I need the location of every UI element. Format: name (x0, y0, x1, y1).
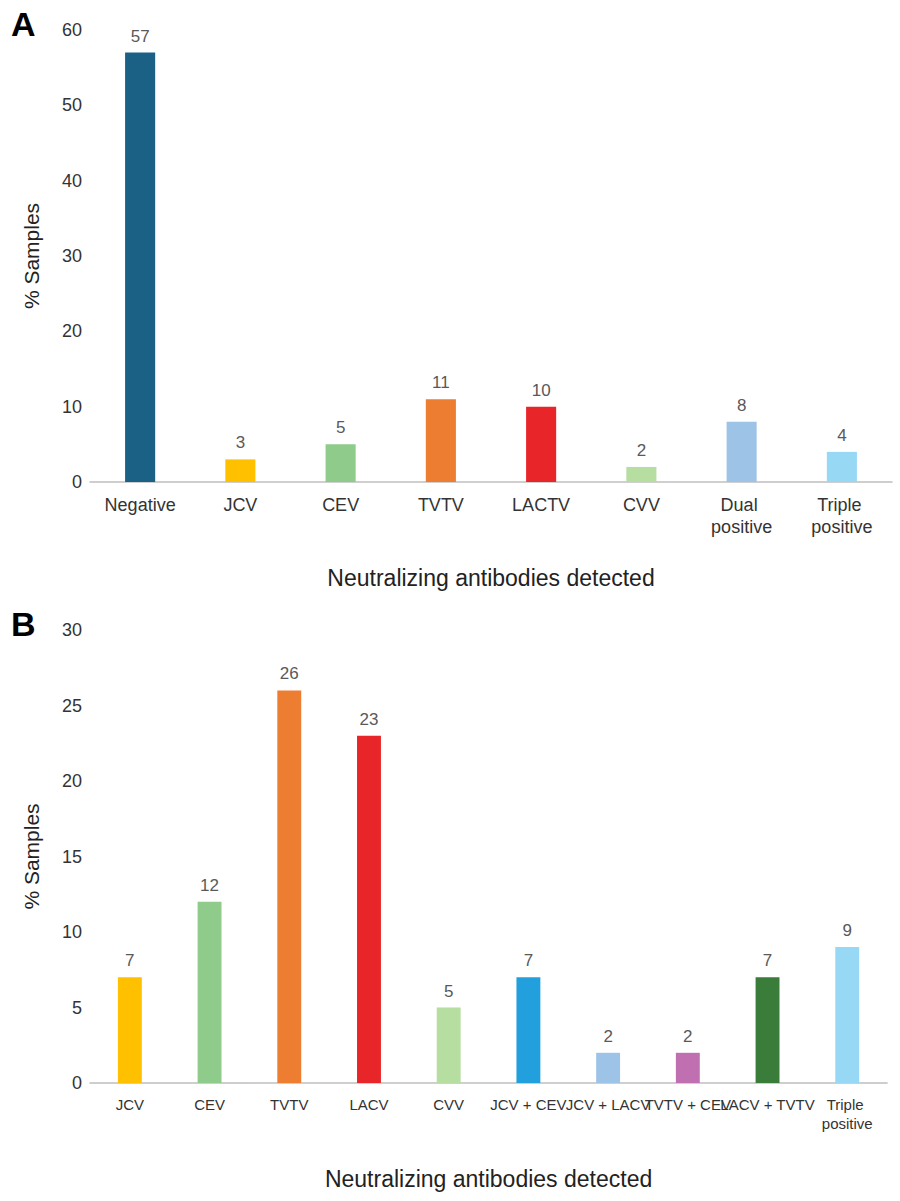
svg-text:positive: positive (811, 517, 872, 537)
svg-text:JCV: JCV (223, 495, 257, 515)
svg-text:positive: positive (822, 1115, 873, 1132)
svg-text:Neutralizing antibodies detect: Neutralizing antibodies detected (327, 565, 654, 591)
svg-text:2: 2 (603, 1027, 612, 1046)
svg-text:% Samples: % Samples (20, 203, 43, 309)
svg-text:57: 57 (131, 27, 150, 46)
svg-text:60: 60 (62, 20, 82, 40)
svg-text:CVV: CVV (623, 495, 660, 515)
svg-text:7: 7 (763, 951, 772, 970)
svg-text:26: 26 (280, 664, 299, 683)
svg-text:3: 3 (236, 433, 245, 452)
svg-text:7: 7 (524, 951, 533, 970)
svg-text:Negative: Negative (105, 495, 176, 515)
svg-text:20: 20 (62, 771, 82, 791)
svg-text:0: 0 (72, 472, 82, 492)
svg-text:0: 0 (72, 1073, 82, 1093)
svg-text:30: 30 (62, 246, 82, 266)
svg-text:JCV + LACV: JCV + LACV (566, 1096, 651, 1113)
svg-text:CEV: CEV (322, 495, 359, 515)
svg-text:50: 50 (62, 95, 82, 115)
svg-text:Dual: Dual (721, 495, 763, 515)
svg-text:2: 2 (683, 1027, 692, 1046)
svg-text:9: 9 (843, 921, 852, 940)
svg-text:5: 5 (336, 418, 345, 437)
svg-text:LACTV: LACTV (512, 495, 570, 515)
svg-text:30: 30 (62, 620, 82, 640)
svg-text:positive: positive (711, 517, 772, 537)
svg-text:2: 2 (637, 441, 646, 460)
svg-text:JCV: JCV (116, 1096, 144, 1113)
svg-text:LACV: LACV (349, 1096, 388, 1113)
svg-text:4: 4 (837, 426, 846, 445)
svg-text:5: 5 (444, 982, 453, 1001)
svg-text:CVV: CVV (433, 1096, 464, 1113)
svg-text:25: 25 (62, 696, 82, 716)
svg-text:B: B (11, 605, 36, 643)
svg-text:10: 10 (532, 381, 551, 400)
svg-text:7: 7 (125, 951, 134, 970)
svg-text:10: 10 (62, 922, 82, 942)
svg-text:Neutralizing antibodies detect: Neutralizing antibodies detected (325, 1166, 652, 1192)
svg-text:23: 23 (360, 710, 379, 729)
svg-text:20: 20 (62, 321, 82, 341)
svg-text:11: 11 (432, 373, 450, 392)
svg-text:% Samples: % Samples (20, 803, 43, 909)
svg-text:TVTV: TVTV (418, 495, 464, 515)
svg-text:8: 8 (737, 396, 746, 415)
svg-text:Triple: Triple (817, 495, 866, 515)
svg-text:Triple: Triple (827, 1096, 868, 1113)
svg-text:5: 5 (72, 998, 82, 1018)
svg-text:A: A (11, 5, 36, 43)
svg-text:JCV + CEV: JCV + CEV (490, 1096, 566, 1113)
svg-text:40: 40 (62, 171, 82, 191)
svg-text:TVTV + CEV: TVTV + CEV (645, 1096, 731, 1113)
svg-text:TVTV: TVTV (270, 1096, 308, 1113)
svg-text:15: 15 (62, 847, 82, 867)
svg-text:12: 12 (200, 876, 219, 895)
svg-text:LACV + TVTV: LACV + TVTV (720, 1096, 814, 1113)
svg-text:10: 10 (62, 397, 82, 417)
svg-text:CEV: CEV (194, 1096, 225, 1113)
